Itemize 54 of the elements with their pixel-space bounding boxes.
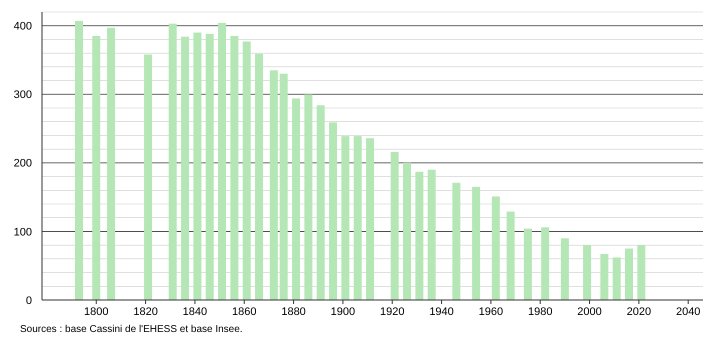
bar — [107, 28, 116, 300]
x-tick-label: 1840 — [182, 306, 208, 318]
x-tick-label: 1860 — [232, 306, 256, 318]
bar — [341, 136, 350, 300]
x-tick-label: 1900 — [330, 306, 356, 318]
bar — [506, 212, 515, 300]
bar — [181, 36, 190, 300]
x-tick-label: 2040 — [676, 306, 700, 318]
x-tick-label: 2000 — [577, 306, 602, 318]
bar — [354, 136, 362, 300]
source-note: Sources : base Cassini de l'EHESS et base Insee. — [20, 324, 243, 335]
bar — [206, 34, 214, 300]
y-tick-label: 400 — [14, 20, 32, 33]
bar — [452, 182, 460, 300]
x-tick-label: 1820 — [133, 306, 158, 318]
bar — [230, 36, 238, 300]
bar — [560, 238, 569, 300]
bar — [144, 54, 152, 300]
bar — [366, 138, 374, 300]
bar — [524, 228, 532, 300]
bar — [390, 152, 399, 300]
x-tick-label: 1980 — [528, 306, 552, 318]
bar — [292, 98, 300, 300]
bar — [168, 24, 177, 300]
bar — [92, 36, 100, 300]
x-tick-label: 1880 — [281, 306, 306, 318]
bar — [583, 245, 592, 300]
bar — [415, 172, 424, 300]
y-tick-label: 100 — [14, 226, 32, 238]
x-tick-label: 1960 — [478, 306, 504, 318]
bar — [329, 122, 338, 300]
bar — [625, 248, 634, 300]
x-tick-label: 1920 — [380, 306, 404, 318]
y-tick-label: 0 — [26, 294, 32, 307]
bar — [541, 227, 550, 300]
bar — [637, 245, 646, 300]
bar — [193, 32, 202, 300]
y-tick-label: 300 — [14, 89, 32, 102]
bar — [304, 94, 312, 300]
x-tick-label: 1940 — [429, 306, 454, 318]
bar — [74, 20, 83, 300]
y-tick-label: 200 — [14, 158, 32, 170]
bar — [242, 41, 251, 300]
bar — [428, 170, 436, 300]
x-tick-label: 1800 — [84, 306, 109, 318]
bar — [492, 196, 500, 300]
x-tick-label: 2020 — [626, 306, 652, 318]
bar — [472, 186, 480, 300]
bar — [403, 162, 412, 300]
bar — [218, 22, 226, 300]
bar — [316, 105, 325, 300]
bar — [600, 254, 608, 300]
bar — [255, 54, 264, 300]
bar — [612, 257, 621, 300]
